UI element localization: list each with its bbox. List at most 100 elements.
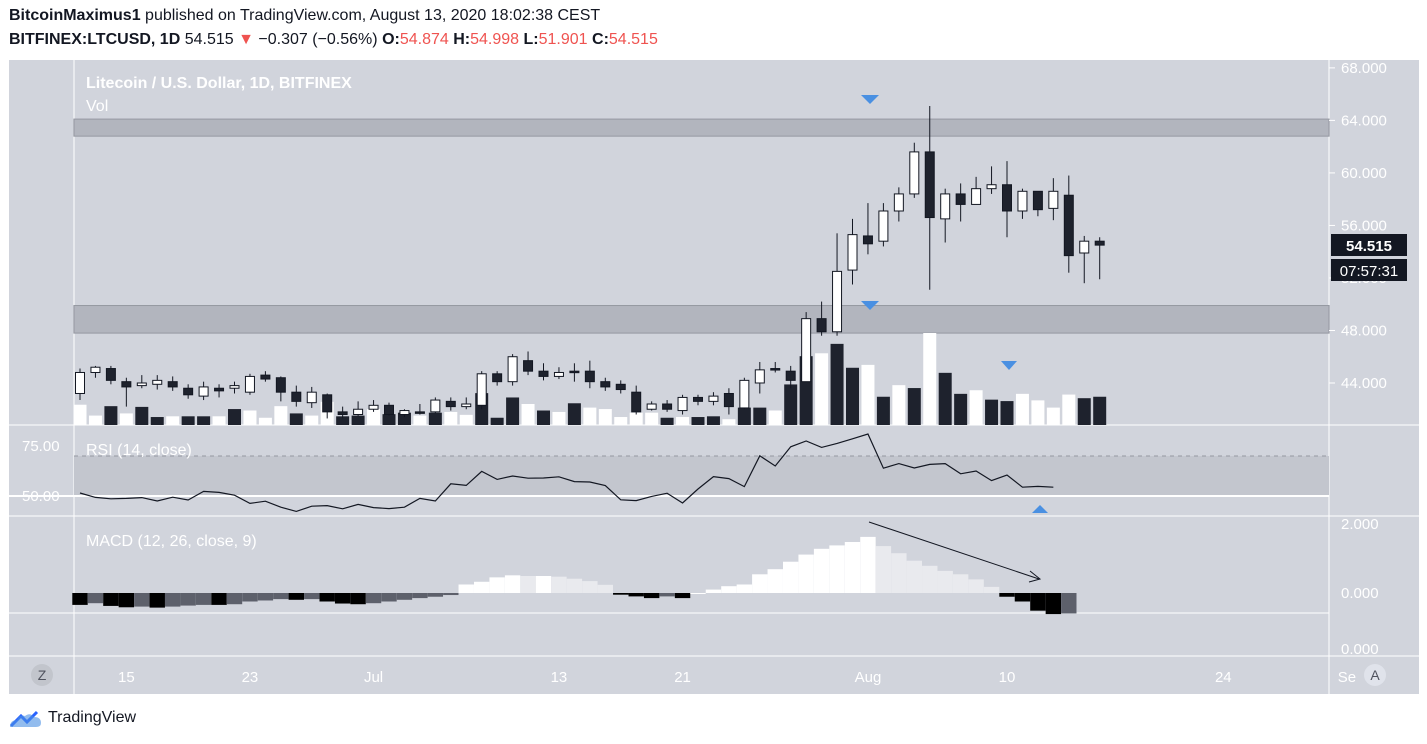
- macd-histogram-bar: [566, 578, 583, 593]
- volume-bar: [413, 415, 427, 425]
- candle-body: [785, 370, 796, 381]
- macd-histogram-bar: [242, 593, 258, 602]
- volume-bar: [181, 416, 195, 425]
- time-tick-label: Jul: [364, 669, 383, 686]
- volume-bar: [336, 416, 350, 425]
- macd-histogram-bar: [582, 581, 598, 593]
- macd-histogram-bar: [736, 584, 753, 593]
- price-tick-label: 56.000: [1341, 217, 1387, 234]
- volume-bar: [923, 333, 937, 425]
- volume-bar: [938, 372, 952, 425]
- volume-bar: [243, 410, 257, 425]
- price-tick-label: 64.000: [1341, 112, 1387, 129]
- candle-body: [183, 387, 194, 396]
- a-button[interactable]: [1364, 664, 1386, 686]
- candle-body: [971, 188, 982, 205]
- macd-histogram-bar: [195, 593, 212, 605]
- candle-body: [693, 396, 703, 402]
- published-text: published on TradingView.com, August 13,…: [145, 7, 601, 24]
- macd-histogram-bar: [783, 561, 799, 593]
- volume-bar: [583, 407, 597, 425]
- tradingview-brand: TradingView: [48, 709, 137, 726]
- volume-bar: [768, 410, 782, 425]
- high-label: H:: [453, 31, 471, 48]
- candle-body: [198, 386, 209, 397]
- macd-histogram-bar: [474, 581, 490, 593]
- macd-histogram-bar: [922, 565, 938, 593]
- volume-bar: [1031, 400, 1045, 425]
- volume-bar: [691, 417, 705, 425]
- candle-body: [631, 391, 642, 413]
- candle-body: [739, 379, 750, 409]
- macd-histogram-bar: [983, 586, 1000, 593]
- price-tick-label: 48.000: [1341, 322, 1387, 339]
- candle-body: [275, 377, 286, 393]
- time-tick-label: 23: [242, 669, 259, 686]
- macd-histogram-bar: [165, 593, 181, 607]
- volume-bar: [428, 412, 442, 425]
- macd-histogram-bar: [118, 593, 135, 608]
- candle-body: [445, 400, 456, 408]
- macd-histogram-bar: [350, 593, 366, 605]
- macd-histogram-bar: [875, 546, 892, 593]
- candle-body: [723, 392, 734, 408]
- countdown-text: 07:57:31: [1340, 263, 1398, 280]
- macd-histogram-bar: [535, 576, 552, 593]
- macd-histogram-bar: [597, 584, 613, 593]
- macd-tick-label: 0.000: [1341, 585, 1379, 602]
- candle-body: [461, 403, 472, 408]
- volume-bar: [985, 399, 999, 425]
- candle-body: [229, 385, 240, 389]
- macd-histogram-bar: [458, 584, 474, 593]
- candle-body: [955, 193, 966, 205]
- price-badge: [1331, 234, 1407, 256]
- macd-histogram-bar: [489, 577, 505, 593]
- volume-bar: [382, 414, 396, 425]
- candle-body: [214, 387, 225, 392]
- volume-bar: [166, 416, 180, 425]
- tradingview-logo[interactable]: TradingView: [8, 708, 136, 728]
- volume-bar: [258, 417, 272, 425]
- resistance-zone: [73, 305, 1330, 334]
- candle-body: [708, 395, 719, 402]
- candle-body: [924, 151, 935, 219]
- volume-bar: [88, 415, 102, 425]
- symbol-label[interactable]: BITFINEX:LTCUSD, 1D: [9, 31, 181, 48]
- candle-body: [801, 318, 812, 383]
- macd-histogram-bar: [134, 593, 150, 607]
- volume-bar: [274, 406, 288, 425]
- candle-body: [507, 356, 518, 383]
- candle-body: [600, 381, 611, 388]
- macd-histogram-bar: [813, 548, 830, 593]
- price-badge-text: 54.515: [1346, 238, 1392, 255]
- candle-body: [306, 391, 317, 404]
- volume-legend: Vol: [86, 98, 108, 115]
- author-name[interactable]: BitcoinMaximus1: [9, 7, 141, 24]
- volume-bar: [722, 419, 736, 425]
- open-value: 54.874: [399, 31, 449, 48]
- rsi-level-label: 75.00: [22, 438, 60, 455]
- macd-tick-label: 2.000: [1341, 516, 1379, 533]
- resistance-zone: [73, 118, 1330, 137]
- candle-body: [615, 383, 626, 391]
- volume-bar: [876, 396, 890, 425]
- macd-histogram-bar: [613, 593, 629, 595]
- macd-histogram-bar: [273, 593, 289, 600]
- time-tick-label: 10: [999, 669, 1016, 686]
- macd-histogram-bar: [211, 593, 227, 605]
- volume-bar: [150, 417, 164, 425]
- volume-bar: [135, 406, 149, 425]
- macd-histogram-bar: [952, 574, 969, 593]
- candle-body: [538, 370, 549, 377]
- price-change: −0.307 (−0.56%): [258, 31, 378, 48]
- volume-bar: [506, 397, 520, 425]
- volume-bar: [660, 417, 674, 425]
- macd-histogram-bar: [643, 593, 660, 599]
- z-button[interactable]: [31, 664, 53, 686]
- time-tick-label: 13: [551, 669, 568, 686]
- open-label: O:: [382, 31, 400, 48]
- candle-body: [105, 368, 116, 381]
- macd-histogram-bar: [381, 593, 397, 602]
- volume-bar: [830, 343, 844, 425]
